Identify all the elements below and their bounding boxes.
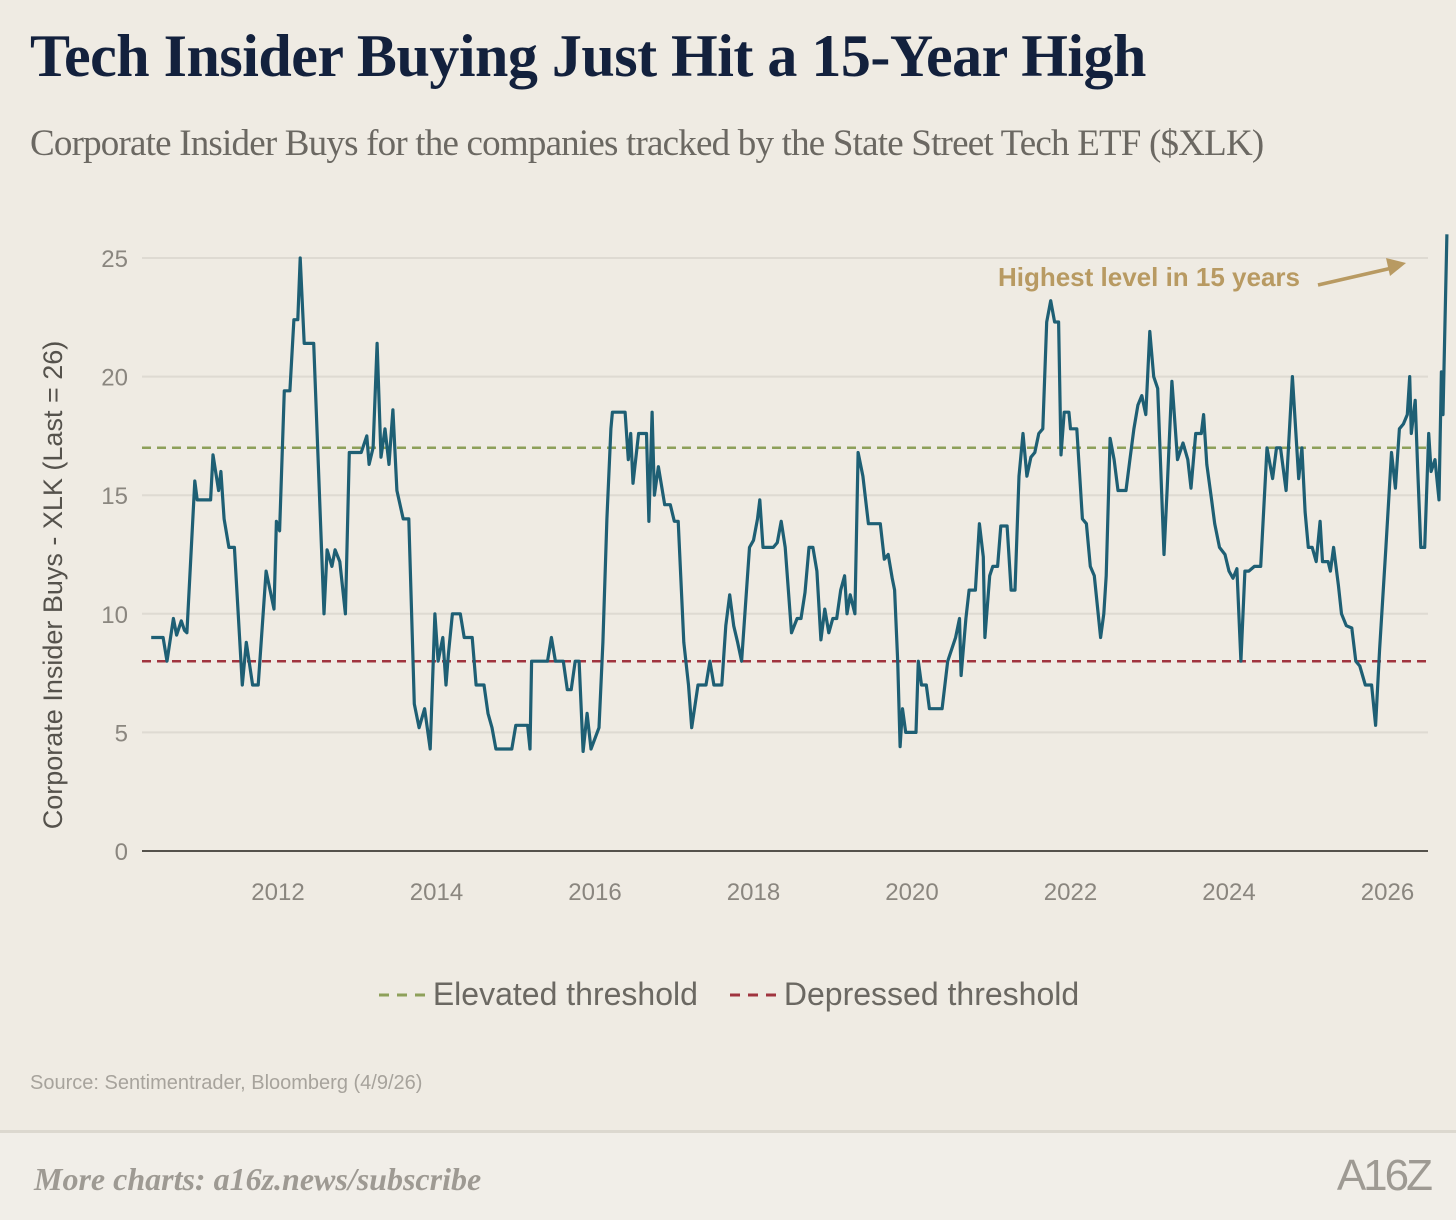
annotation: Highest level in 15 years [998, 258, 1406, 292]
x-tick-label: 2020 [885, 879, 938, 906]
x-tick-label: 2012 [251, 879, 304, 906]
footer-bar: More charts: a16z.news/subscribe A16Z [0, 1130, 1456, 1220]
y-axis-label: Corporate Insider Buys - XLK (Last = 26) [38, 341, 68, 829]
legend-item-depressed: Depressed threshold [728, 976, 1079, 1013]
y-tick-label: 25 [101, 246, 128, 273]
y-tick-label: 5 [115, 720, 128, 747]
series-line [151, 234, 1449, 753]
a16z-logo: A16Z [1336, 1151, 1433, 1200]
y-tick-label: 20 [101, 365, 128, 392]
legend: Elevated threshold Depressed threshold [0, 976, 1456, 1013]
x-tick-label: 2014 [410, 879, 463, 906]
y-tick-label: 0 [115, 839, 128, 866]
annotation-text: Highest level in 15 years [998, 262, 1300, 292]
y-tick-label: 15 [101, 483, 128, 510]
elevated-dash-icon [378, 993, 425, 996]
legend-label-depressed: Depressed threshold [783, 976, 1080, 1012]
x-axis-ticks: 2012 2014 2016 2018 2020 2022 2024 2026 [251, 879, 1414, 906]
reference-lines [142, 446, 1428, 663]
annotation-arrowhead [1386, 258, 1406, 276]
subscribe-link[interactable]: More charts: a16z.news/subscribe [34, 1161, 482, 1197]
chart-title: Tech Insider Buying Just Hit a 15-Year H… [30, 23, 1146, 89]
gridlines [142, 257, 1428, 852]
x-tick-label: 2018 [727, 879, 780, 906]
legend-label-elevated: Elevated threshold [432, 976, 698, 1012]
annotation-arrow [1317, 266, 1393, 287]
x-tick-label: 2024 [1202, 879, 1255, 906]
x-tick-label: 2022 [1044, 879, 1097, 906]
y-axis-ticks: 0 5 10 15 20 25 [101, 246, 128, 866]
x-tick-label: 2026 [1361, 879, 1414, 906]
x-tick-label: 2016 [568, 879, 621, 906]
chart-subtitle: Corporate Insider Buys for the companies… [30, 123, 1264, 164]
legend-item-elevated: Elevated threshold [377, 976, 698, 1013]
depressed-dash-icon [729, 993, 776, 996]
y-tick-label: 10 [101, 602, 128, 629]
source-note: Source: Sentimentrader, Bloomberg (4/9/2… [30, 1072, 423, 1094]
